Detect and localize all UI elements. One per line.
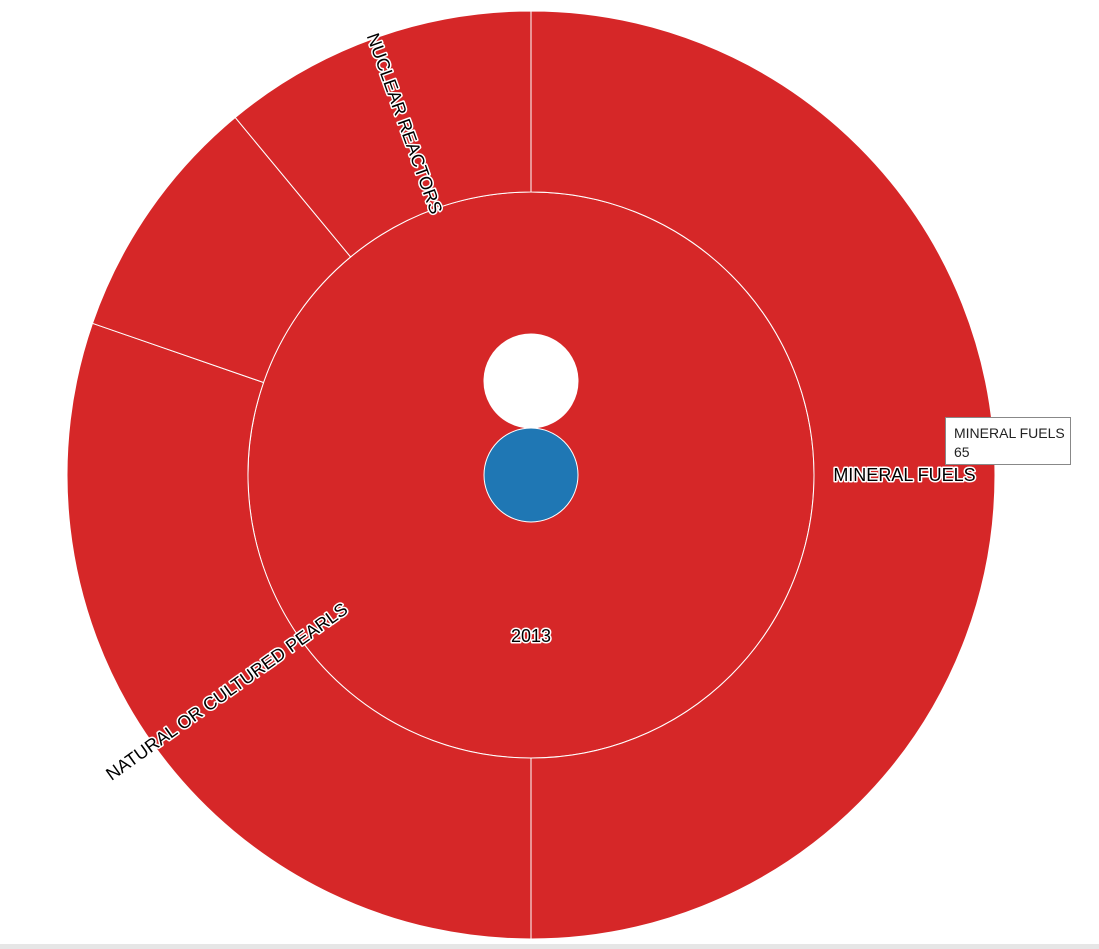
label-mineral-fuels: MINERAL FUELS	[833, 465, 975, 485]
label-2013: 2013	[511, 626, 551, 646]
tooltip-name: MINERAL FUELS	[954, 425, 1065, 441]
tooltip: MINERAL FUELS 65	[945, 417, 1071, 465]
segment-nuclear-reactors[interactable]	[234, 10, 532, 258]
segment-mineral-fuels[interactable]	[530, 10, 996, 940]
segment-natural-or-cultured-pearls[interactable]	[66, 322, 532, 940]
segments-layer	[66, 10, 996, 940]
root-node[interactable]	[483, 427, 579, 523]
tooltip-value: 65	[954, 444, 970, 460]
horizontal-scrollbar[interactable]	[0, 944, 1099, 949]
